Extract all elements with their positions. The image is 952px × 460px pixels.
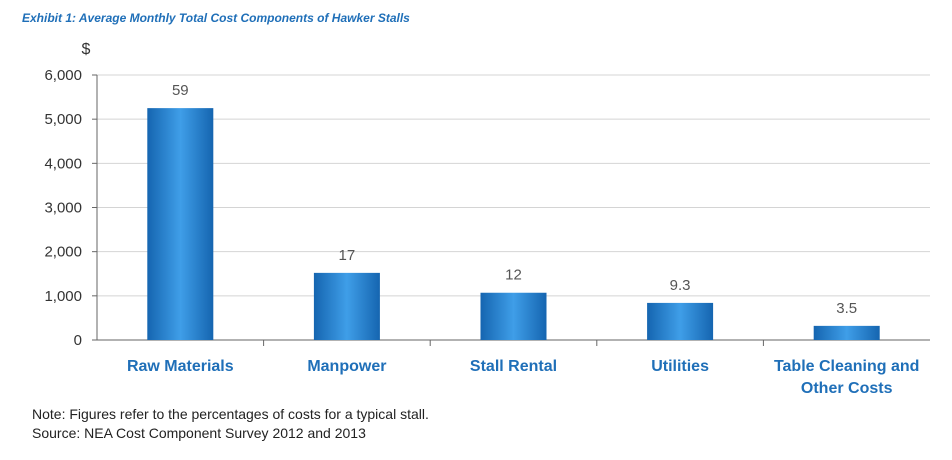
bar-chart: $ 0 1,000 2,000 3,000 4,000 5,000 6,000 59 Raw M… (44, 41, 930, 397)
y-tick-label: 4,000 (44, 155, 82, 172)
bar (813, 325, 880, 340)
y-axis-unit-label: $ (82, 41, 91, 58)
category-label: Raw Materials (127, 358, 234, 375)
data-label: 9.3 (670, 277, 691, 294)
y-tick-label: 5,000 (44, 111, 82, 128)
data-label: 12 (505, 267, 522, 284)
data-label: 3.5 (836, 300, 857, 317)
category-label: Utilities (651, 358, 709, 375)
data-label: 17 (339, 247, 356, 264)
bar (147, 108, 214, 340)
footnote-source: Source: NEA Cost Component Survey 2012 a… (32, 425, 366, 441)
bar (313, 272, 380, 340)
category-label: Stall Rental (470, 358, 557, 375)
category-label: Table Cleaning and Other Costs (774, 358, 920, 397)
bar (480, 292, 547, 340)
category-label: Manpower (307, 358, 386, 375)
y-tick-label: 0 (74, 332, 82, 349)
y-tick-label: 6,000 (44, 67, 82, 84)
data-label: 59 (172, 82, 189, 99)
chart-title: Exhibit 1: Average Monthly Total Cost Co… (22, 11, 410, 25)
y-tick-label: 1,000 (44, 288, 82, 305)
bar (647, 302, 714, 340)
y-tick-label: 2,000 (44, 244, 82, 261)
y-tick-label: 3,000 (44, 200, 82, 217)
footnote-note: Note: Figures refer to the percentages o… (32, 406, 429, 422)
